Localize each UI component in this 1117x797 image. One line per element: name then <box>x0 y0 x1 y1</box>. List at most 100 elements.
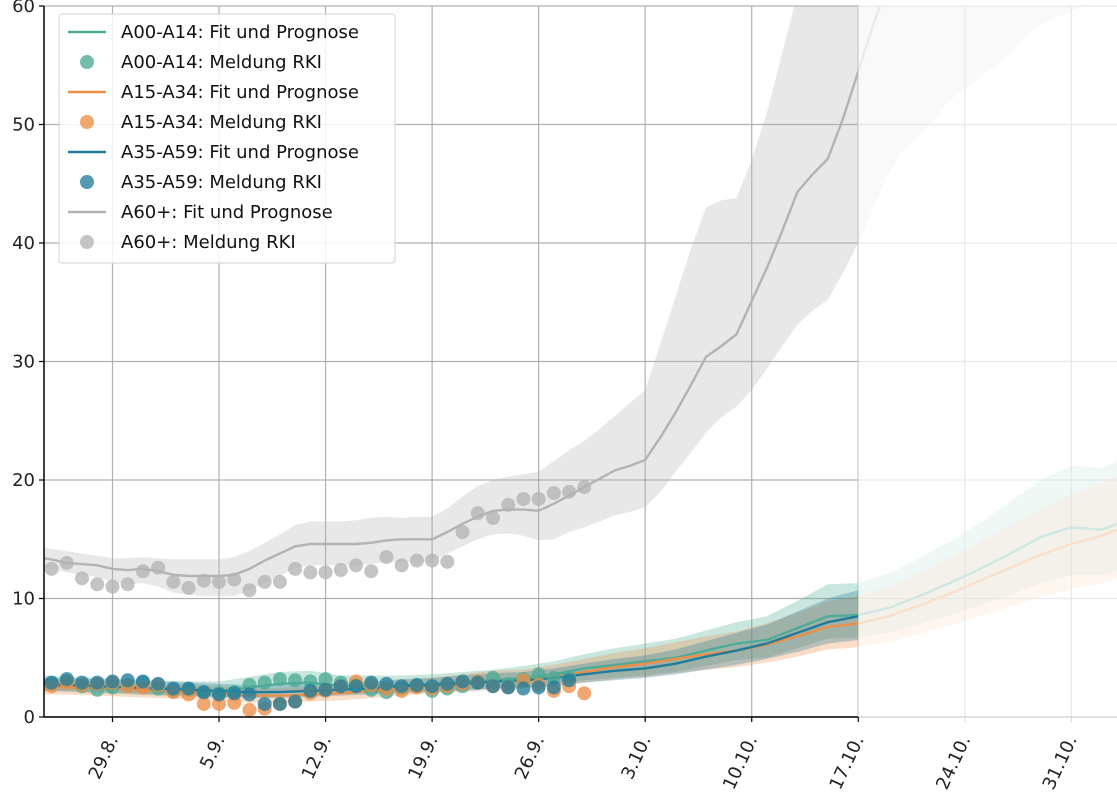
report-point-a60+ <box>501 497 516 512</box>
report-point-a35-a59 <box>333 679 348 694</box>
report-point-a35-a59 <box>546 680 561 695</box>
y-tick-label: 10 <box>12 589 35 610</box>
report-point-a35-a59 <box>409 678 424 693</box>
report-point-a35-a59 <box>303 683 318 698</box>
report-point-a35-a59 <box>59 672 74 687</box>
report-point-a35-a59 <box>485 679 500 694</box>
report-point-a35-a59 <box>227 686 242 701</box>
report-point-a35-a59 <box>44 675 59 690</box>
confidence-band-a60+ <box>44 6 1117 597</box>
report-points <box>44 480 592 717</box>
report-point-a60+ <box>562 484 577 499</box>
report-point-a15-a34 <box>196 696 211 711</box>
report-point-a35-a59 <box>364 675 379 690</box>
y-tick-label: 40 <box>12 233 35 254</box>
report-point-a60+ <box>349 558 364 573</box>
report-point-a35-a59 <box>212 687 227 702</box>
report-point-a35-a59 <box>531 680 546 695</box>
report-point-a60+ <box>75 571 90 586</box>
report-point-a35-a59 <box>394 679 409 694</box>
x-tick-label: 12.9. <box>298 732 336 782</box>
report-point-a35-a59 <box>349 679 364 694</box>
report-point-a60+ <box>257 574 272 589</box>
forecast-fade-overlay <box>858 0 1117 797</box>
legend-marker-swatch <box>80 235 94 249</box>
x-tick-label: 19.9. <box>404 732 442 782</box>
report-point-a15-a34 <box>242 702 257 717</box>
report-point-a60+ <box>196 573 211 588</box>
report-point-a35-a59 <box>272 696 287 711</box>
report-point-a60+ <box>394 558 409 573</box>
report-point-a35-a59 <box>75 675 90 690</box>
x-tick-label: 29.8. <box>85 732 123 782</box>
x-tick-label: 3.10. <box>617 732 655 782</box>
report-point-a60+ <box>90 577 105 592</box>
report-point-a00-a14 <box>257 675 272 690</box>
report-point-a35-a59 <box>166 681 181 696</box>
report-point-a00-a14 <box>318 672 333 687</box>
report-point-a35-a59 <box>135 674 150 689</box>
report-point-a00-a14 <box>288 673 303 688</box>
report-point-a35-a59 <box>318 682 333 697</box>
report-point-a60+ <box>485 510 500 525</box>
report-point-a35-a59 <box>288 694 303 709</box>
report-point-a60+ <box>455 525 470 540</box>
legend-label: A60+: Meldung RKI <box>121 232 296 253</box>
report-point-a35-a59 <box>379 676 394 691</box>
report-point-a60+ <box>546 486 561 501</box>
report-point-a35-a59 <box>562 673 577 688</box>
legend-label: A15-A34: Fit und Prognose <box>121 82 359 103</box>
report-point-a60+ <box>516 491 531 506</box>
report-point-a35-a59 <box>181 681 196 696</box>
report-point-a60+ <box>333 563 348 578</box>
report-point-a35-a59 <box>425 679 440 694</box>
report-point-a35-a59 <box>455 674 470 689</box>
report-point-a60+ <box>44 561 59 576</box>
legend-marker-swatch <box>80 55 94 69</box>
report-point-a60+ <box>288 561 303 576</box>
report-point-a60+ <box>318 565 333 580</box>
report-point-a60+ <box>470 506 485 521</box>
report-point-a60+ <box>135 564 150 579</box>
y-tick-label: 50 <box>12 115 35 136</box>
legend-label: A15-A34: Meldung RKI <box>121 112 322 133</box>
report-point-a35-a59 <box>151 676 166 691</box>
y-tick-label: 0 <box>24 707 35 728</box>
report-point-a60+ <box>440 554 455 569</box>
report-point-a15-a34 <box>577 686 592 701</box>
legend-marker-swatch <box>80 115 94 129</box>
report-point-a00-a14 <box>272 672 287 687</box>
report-point-a60+ <box>151 560 166 575</box>
y-tick-label: 20 <box>12 470 35 491</box>
y-tick-label: 30 <box>12 352 35 373</box>
report-point-a60+ <box>531 491 546 506</box>
x-tick-label: 10.10. <box>719 732 762 793</box>
report-point-a60+ <box>105 579 120 594</box>
confidence-band-a15-a34 <box>44 476 1117 703</box>
x-tick-label: 5.9. <box>196 732 230 772</box>
report-point-a35-a59 <box>105 674 120 689</box>
confidence-band-a35-a59 <box>44 590 859 699</box>
report-point-a35-a59 <box>242 687 257 702</box>
report-point-a60+ <box>181 580 196 595</box>
report-point-a35-a59 <box>196 685 211 700</box>
legend-label: A35-A59: Meldung RKI <box>121 172 322 193</box>
report-point-a60+ <box>425 553 440 568</box>
report-point-a35-a59 <box>470 675 485 690</box>
report-point-a60+ <box>120 577 135 592</box>
legend-label: A00-A14: Fit und Prognose <box>121 22 359 43</box>
report-point-a60+ <box>409 553 424 568</box>
report-point-a60+ <box>364 564 379 579</box>
y-tick-label: 60 <box>12 0 35 17</box>
legend-marker-swatch <box>80 175 94 189</box>
report-point-a60+ <box>303 565 318 580</box>
legend-box <box>58 13 396 264</box>
legend-label: A00-A14: Meldung RKI <box>121 52 322 73</box>
report-point-a60+ <box>166 574 181 589</box>
legend: A00-A14: Fit und Prognose A00-A14: Meldun… <box>58 13 396 264</box>
report-point-a35-a59 <box>501 680 516 695</box>
report-point-a35-a59 <box>516 681 531 696</box>
legend-label: A60+: Fit und Prognose <box>121 202 333 223</box>
report-point-a60+ <box>577 480 592 495</box>
